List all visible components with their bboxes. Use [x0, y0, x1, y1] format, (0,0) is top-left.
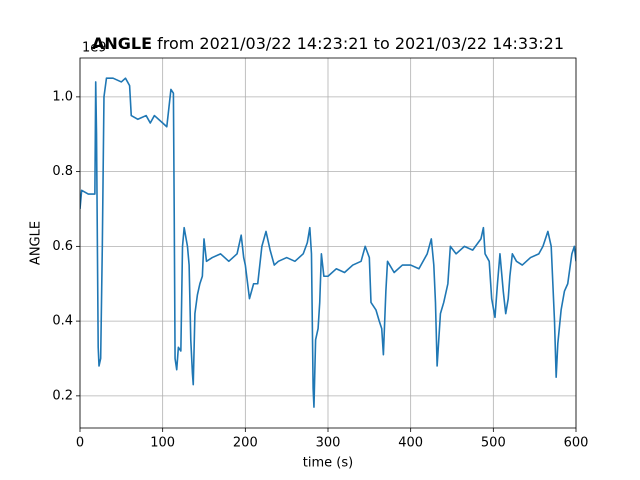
y-tick-label: 0.6	[52, 239, 73, 254]
x-tick-label: 600	[564, 436, 589, 451]
x-axis-label: time (s)	[303, 456, 353, 471]
y-tick-label: 0.8	[52, 164, 73, 179]
offset-label: 1e9	[82, 41, 107, 56]
x-tick-label: 500	[481, 436, 506, 451]
x-tick-label: 300	[316, 436, 341, 451]
data-line	[80, 77, 576, 408]
x-tick-label: 200	[233, 436, 258, 451]
chart-title: ANGLE from 2021/03/22 14:23:21 to 2021/0…	[92, 34, 564, 53]
x-tick-label: 400	[398, 436, 423, 451]
y-axis-label: ANGLE	[29, 221, 44, 265]
title-range: from 2021/03/22 14:23:21 to 2021/03/22 1…	[157, 34, 564, 53]
x-tick-label: 0	[76, 436, 84, 451]
plot-frame	[79, 57, 577, 429]
y-tick-label: 0.4	[52, 314, 73, 329]
x-tick-label: 100	[150, 436, 175, 451]
y-tick-label: 0.2	[52, 388, 73, 403]
title-variable: ANGLE	[92, 34, 152, 53]
y-tick-label: 1.0	[52, 89, 73, 104]
